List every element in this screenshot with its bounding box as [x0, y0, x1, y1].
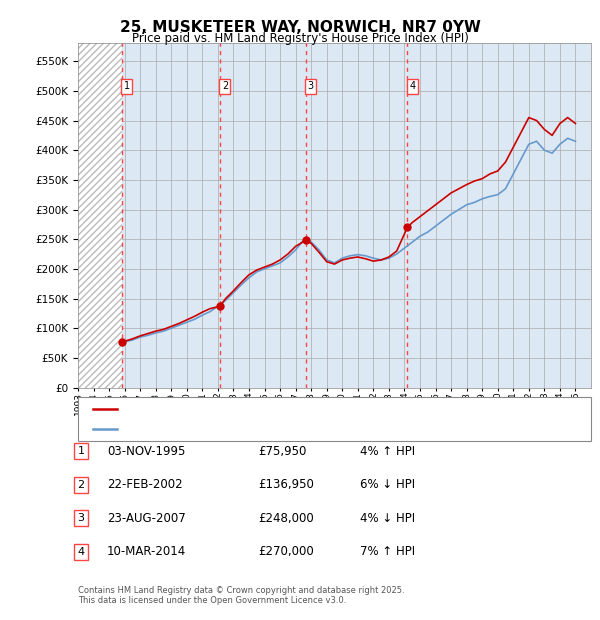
Text: 2: 2: [77, 480, 85, 490]
Text: £136,950: £136,950: [258, 479, 314, 491]
Text: 4: 4: [409, 81, 415, 91]
Text: 03-NOV-1995: 03-NOV-1995: [107, 445, 185, 458]
Text: 3: 3: [307, 81, 314, 91]
Text: HPI: Average price, detached house, Broadland: HPI: Average price, detached house, Broa…: [120, 424, 366, 434]
Text: 1: 1: [124, 81, 130, 91]
Text: 4% ↑ HPI: 4% ↑ HPI: [360, 445, 415, 458]
Text: 23-AUG-2007: 23-AUG-2007: [107, 512, 185, 525]
Text: 4% ↓ HPI: 4% ↓ HPI: [360, 512, 415, 525]
Text: 25, MUSKETEER WAY, NORWICH, NR7 0YW (detached house): 25, MUSKETEER WAY, NORWICH, NR7 0YW (det…: [120, 404, 435, 414]
Text: Price paid vs. HM Land Registry's House Price Index (HPI): Price paid vs. HM Land Registry's House …: [131, 32, 469, 45]
Text: 25, MUSKETEER WAY, NORWICH, NR7 0YW: 25, MUSKETEER WAY, NORWICH, NR7 0YW: [119, 20, 481, 35]
Text: 3: 3: [77, 513, 85, 523]
Text: 7% ↑ HPI: 7% ↑ HPI: [360, 546, 415, 558]
Text: 2: 2: [222, 81, 228, 91]
Text: 22-FEB-2002: 22-FEB-2002: [107, 479, 182, 491]
Text: £270,000: £270,000: [258, 546, 314, 558]
Text: 4: 4: [77, 547, 85, 557]
Bar: [78, 43, 122, 388]
Text: 10-MAR-2014: 10-MAR-2014: [107, 546, 186, 558]
Text: 1: 1: [77, 446, 85, 456]
Text: 6% ↓ HPI: 6% ↓ HPI: [360, 479, 415, 491]
Text: £248,000: £248,000: [258, 512, 314, 525]
Text: Contains HM Land Registry data © Crown copyright and database right 2025.
This d: Contains HM Land Registry data © Crown c…: [78, 586, 404, 605]
Text: £75,950: £75,950: [258, 445, 307, 458]
